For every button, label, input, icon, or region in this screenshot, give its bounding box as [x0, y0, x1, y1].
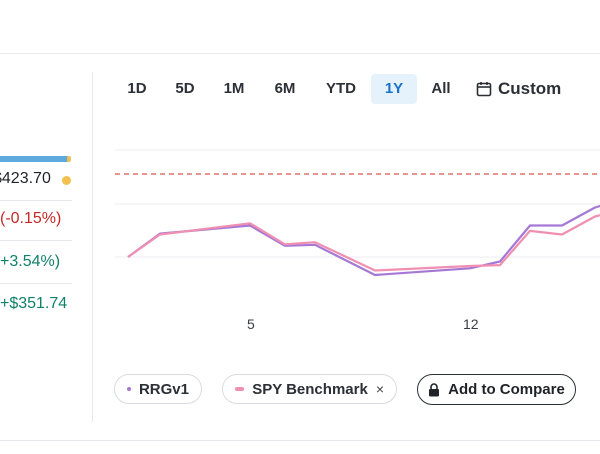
day-change: (-0.15%) — [0, 210, 62, 227]
tab-1y[interactable]: 1Y — [371, 74, 417, 104]
legend-chip-rrgv1[interactable]: RRGv1 — [114, 374, 202, 404]
tab-5d[interactable]: 5D — [175, 80, 195, 97]
tab-custom[interactable]: Custom — [476, 74, 568, 104]
spy-swatch — [235, 387, 245, 391]
tab-ytd[interactable]: YTD — [326, 80, 356, 97]
custom-label: Custom — [498, 79, 562, 98]
allocation-progress-bar — [0, 156, 70, 162]
x-tick-label: 5 — [247, 316, 255, 332]
legend-label-rrgv1: RRGv1 — [138, 380, 189, 398]
allocation-progress-marker — [67, 156, 71, 162]
top-divider — [0, 53, 600, 54]
ytd-change: +3.54%) — [0, 253, 61, 270]
status-dot-icon — [62, 176, 71, 185]
stat-separator — [0, 240, 72, 241]
legend-chip-spy[interactable]: SPY Benchmark × — [222, 374, 397, 404]
tab-all[interactable]: All — [431, 80, 451, 97]
tab-6m[interactable]: 6M — [274, 80, 296, 97]
tab-1d[interactable]: 1D — [127, 80, 147, 97]
add-to-compare-label: Add to Compare — [448, 381, 565, 398]
stat-separator — [0, 283, 72, 284]
rrgv1-swatch — [127, 387, 131, 391]
stat-separator — [0, 200, 72, 201]
total-gain: +$351.74 — [0, 295, 68, 312]
add-to-compare-button[interactable]: Add to Compare — [417, 374, 576, 405]
panel-divider — [92, 72, 93, 422]
calendar-icon — [476, 82, 492, 97]
tab-1m[interactable]: 1M — [223, 80, 245, 97]
performance-chart — [115, 149, 600, 277]
series-line-spy-benchmark — [127, 214, 600, 272]
x-tick-label: 12 — [463, 316, 479, 332]
close-icon[interactable]: × — [375, 381, 384, 397]
portfolio-value: $423.70 — [0, 170, 51, 187]
lock-icon — [429, 382, 440, 396]
legend-label-spy: SPY Benchmark — [252, 380, 368, 398]
series-line-rrgv1 — [127, 204, 600, 277]
bottom-divider — [0, 440, 600, 441]
